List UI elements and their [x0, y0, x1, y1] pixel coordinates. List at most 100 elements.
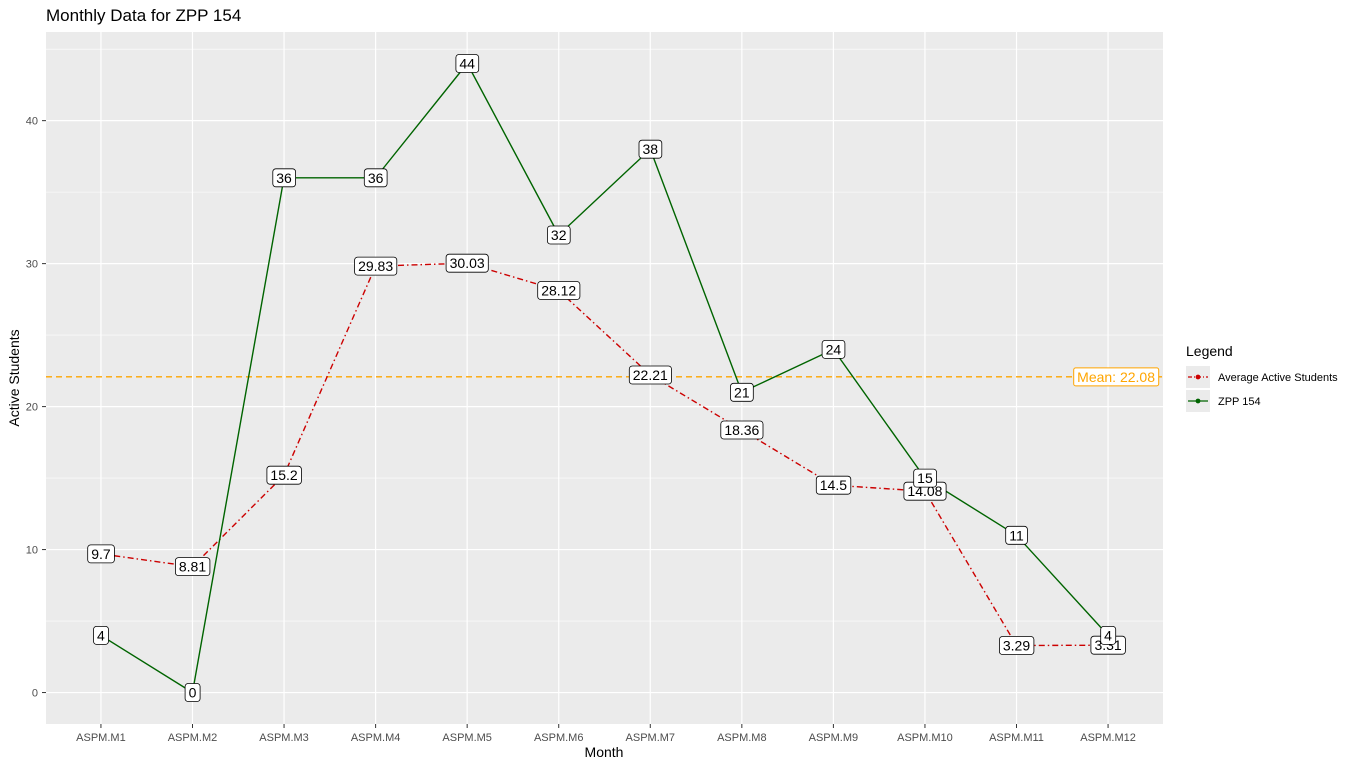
data-label-box [913, 468, 937, 488]
x-tick-label: ASPM.M10 [897, 732, 953, 744]
data-label-text: 30.03 [450, 255, 485, 271]
y-axis-title: Active Students [6, 329, 22, 426]
data-label-box [999, 636, 1035, 655]
x-axis-ticks: ASPM.M1 ASPM.M2 ASPM.M3 ASPM.M4 ASPM.M5 ASPM.… [76, 724, 1136, 744]
data-label: 15.2 [266, 465, 302, 485]
data-label: 38 [638, 139, 663, 159]
data-label: 8.81 [174, 557, 211, 576]
x-tick-label: ASPM.M2 [168, 732, 218, 744]
data-label: 30.03 [445, 253, 489, 273]
chart-title: Monthly Data for ZPP 154 [46, 6, 241, 25]
x-tick-label: ASPM.M8 [717, 732, 767, 744]
data-label-text: 8.81 [179, 559, 206, 575]
grid-lines [46, 32, 1163, 724]
y-tick-label: 0 [32, 688, 38, 700]
data-label-box [628, 365, 672, 385]
y-tick-label: 10 [26, 545, 38, 557]
data-label-text: 15.2 [270, 467, 297, 483]
data-label: 21 [730, 382, 754, 402]
data-label-box [1100, 626, 1117, 645]
data-label-box [445, 253, 489, 273]
y-tick-label: 30 [26, 259, 38, 271]
series-line [100, 262, 1109, 647]
data-label: 9.7 [87, 544, 115, 564]
data-label: 4 [93, 626, 109, 645]
data-label: 14.5 [815, 475, 852, 495]
data-label-box [730, 382, 754, 402]
x-tick-label: ASPM.M11 [989, 732, 1044, 744]
data-label-text: 36 [368, 170, 384, 186]
x-tick-label: ASPM.M1 [76, 732, 126, 744]
legend-label: Average Active Students [1218, 372, 1338, 384]
data-label-text: 24 [826, 341, 842, 357]
data-label-text: 4 [97, 627, 105, 643]
data-label-box [720, 420, 764, 440]
data-label-text: 18.36 [724, 422, 759, 438]
x-tick-label: ASPM.M5 [442, 732, 492, 744]
data-label-box [354, 256, 398, 276]
data-label: 15 [913, 468, 937, 488]
x-tick-label: ASPM.M12 [1080, 732, 1136, 744]
data-label-text: 14.5 [820, 477, 847, 493]
x-tick-label: ASPM.M6 [534, 732, 584, 744]
data-label: 3.29 [999, 636, 1035, 655]
x-axis-title: Month [585, 744, 624, 760]
data-label-box [363, 168, 388, 188]
data-label-text: 9.7 [91, 546, 111, 562]
x-tick-label: ASPM.M9 [809, 732, 859, 744]
y-axis-ticks: 0 10 20 30 40 [26, 116, 46, 700]
data-label-text: 15 [917, 470, 933, 486]
data-label-text: 44 [459, 55, 475, 71]
data-label: 28.12 [537, 281, 581, 300]
data-label-text: 32 [551, 227, 567, 243]
data-label-text: 22.21 [633, 367, 668, 383]
data-label: 24 [821, 339, 846, 359]
mean-label: Mean: 22.08 [1077, 369, 1155, 385]
data-label: 0 [184, 683, 201, 702]
data-label-box [537, 281, 581, 300]
data-label-box [93, 626, 109, 645]
data-label-text: 36 [276, 170, 292, 186]
mean-line-group: Mean: 22.08 [46, 367, 1163, 387]
data-label-box [821, 339, 846, 359]
data-label: 36 [363, 168, 388, 188]
x-tick-label: ASPM.M3 [259, 732, 309, 744]
data-label-box [815, 475, 852, 495]
y-tick-label: 40 [26, 116, 38, 128]
legend-key-point [1195, 398, 1201, 404]
data-label: 4 [1100, 626, 1117, 645]
data-label-box [455, 54, 480, 73]
legend: Legend Average Active Students ZPP 154 [1186, 343, 1338, 412]
y-tick-label: 20 [26, 402, 38, 414]
data-label-text: 28.12 [541, 282, 576, 298]
data-label-text: 4 [1104, 627, 1112, 643]
data-label-text: 38 [642, 141, 658, 157]
data-labels: 9.7 8.81 15.2 29.83 30.03 28.12 22.21 18.36 14.5… [87, 54, 1126, 702]
data-label: 44 [455, 54, 480, 73]
data-label: 32 [547, 225, 571, 245]
legend-label: ZPP 154 [1218, 396, 1261, 408]
data-label: 18.36 [720, 420, 764, 440]
data-label-box [272, 168, 296, 188]
data-label-text: 21 [734, 384, 750, 400]
data-label-text: 29.83 [358, 258, 393, 274]
data-label-box [547, 225, 571, 245]
data-label: 36 [272, 168, 296, 188]
data-label: 11 [1005, 525, 1028, 545]
data-label-text: 11 [1009, 527, 1024, 543]
data-label-box [638, 139, 663, 159]
plot-panel [46, 32, 1163, 724]
mean-label-box [1073, 367, 1160, 387]
data-label-box [266, 465, 302, 485]
data-label: 29.83 [354, 256, 398, 276]
data-label-box [87, 544, 115, 564]
data-label-box [1005, 525, 1028, 545]
data-label-box [174, 557, 211, 576]
legend-key-point [1195, 374, 1201, 380]
x-tick-label: ASPM.M7 [626, 732, 676, 744]
data-label-text: 0 [189, 685, 197, 701]
data-label: 22.21 [628, 365, 672, 385]
data-label-text: 3.29 [1003, 638, 1030, 654]
data-label-box [184, 683, 201, 702]
